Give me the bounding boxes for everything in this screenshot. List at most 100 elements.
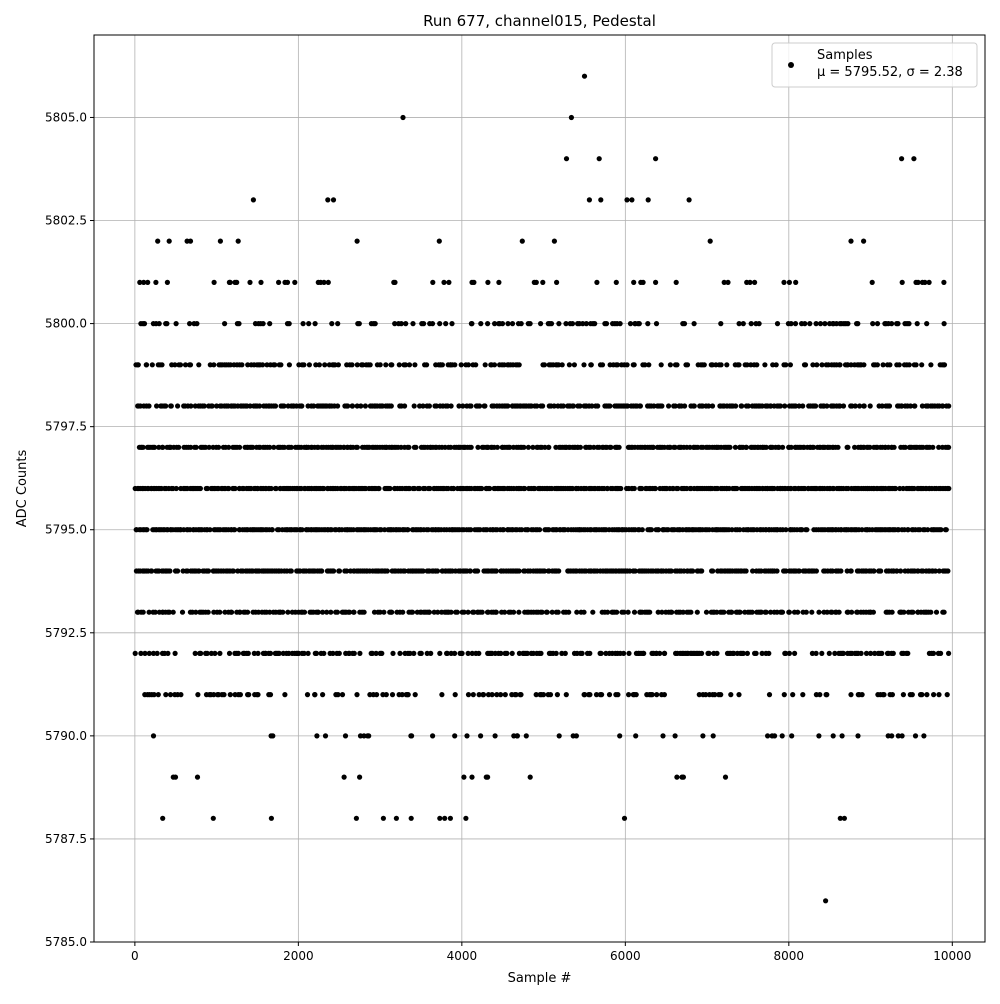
data-point	[221, 692, 227, 698]
data-point	[426, 609, 432, 615]
data-point	[217, 650, 223, 657]
data-point-outlier	[353, 815, 359, 821]
data-point	[387, 485, 393, 492]
data-point	[465, 609, 471, 615]
data-point	[361, 609, 367, 615]
data-point	[714, 650, 720, 657]
data-point	[475, 444, 481, 450]
data-point	[255, 650, 261, 657]
data-point	[212, 650, 218, 657]
data-point	[211, 362, 217, 368]
data-point	[599, 692, 605, 698]
data-point	[306, 321, 312, 327]
data-point	[226, 485, 232, 492]
data-point	[194, 774, 201, 780]
data-point	[919, 362, 925, 368]
data-point	[137, 279, 143, 285]
data-point	[437, 650, 443, 657]
data-point	[890, 650, 896, 657]
data-point	[943, 527, 949, 533]
data-point	[691, 403, 697, 409]
data-point	[699, 650, 705, 657]
data-point	[640, 279, 646, 285]
data-point	[446, 279, 452, 285]
data-point	[232, 527, 238, 533]
data-point	[194, 321, 200, 327]
data-point	[710, 568, 716, 574]
data-point	[624, 362, 630, 368]
data-point	[793, 279, 799, 285]
data-point	[880, 362, 886, 368]
data-point	[549, 609, 555, 615]
data-point	[197, 485, 203, 492]
data-point	[553, 650, 559, 657]
data-point	[593, 692, 600, 698]
data-point	[485, 692, 492, 698]
data-point	[938, 527, 944, 533]
data-point	[480, 692, 487, 698]
data-point	[247, 403, 253, 409]
data-point	[631, 279, 637, 285]
data-point	[485, 279, 491, 285]
data-point	[476, 692, 482, 698]
data-point	[227, 279, 233, 285]
data-point	[889, 321, 895, 327]
data-point	[661, 692, 668, 698]
data-point	[675, 485, 681, 492]
data-point	[322, 362, 328, 368]
data-point	[383, 692, 389, 698]
data-point	[420, 403, 426, 409]
data-point	[204, 650, 210, 657]
data-point	[349, 362, 355, 368]
data-point	[146, 403, 152, 409]
data-point	[830, 733, 836, 739]
data-point	[305, 650, 311, 657]
data-point	[645, 321, 651, 327]
data-point	[306, 362, 312, 368]
data-point	[282, 692, 288, 698]
data-point	[577, 444, 584, 450]
data-point	[436, 238, 442, 244]
data-point	[335, 692, 341, 698]
data-point	[487, 485, 493, 492]
x-tick-label: 6000	[610, 949, 641, 963]
data-point	[312, 321, 318, 327]
data-point-outlier	[400, 114, 406, 121]
data-point	[166, 238, 172, 244]
data-point	[910, 609, 916, 615]
data-point	[721, 279, 727, 285]
data-point	[783, 527, 789, 533]
data-point	[516, 609, 522, 615]
data-point	[546, 444, 552, 450]
data-point	[733, 403, 739, 409]
data-point	[750, 568, 756, 574]
data-point	[464, 733, 470, 739]
data-point	[312, 692, 318, 698]
data-point	[848, 568, 854, 574]
data-point	[491, 362, 498, 368]
y-tick-label: 5787.5	[45, 832, 87, 846]
data-point	[141, 279, 147, 285]
data-point	[493, 609, 499, 615]
data-point	[718, 692, 724, 698]
data-point	[618, 485, 624, 492]
data-point-outlier	[160, 815, 166, 821]
data-point	[155, 692, 161, 698]
data-point	[547, 692, 554, 698]
data-point	[574, 609, 580, 615]
data-point	[140, 444, 146, 450]
data-point	[281, 403, 287, 409]
data-point	[837, 403, 843, 409]
data-point	[452, 650, 458, 657]
data-point	[482, 362, 488, 368]
data-point	[288, 568, 294, 574]
data-point	[461, 609, 467, 615]
data-point	[324, 609, 330, 615]
data-point	[412, 362, 418, 368]
data-point	[435, 609, 441, 615]
data-point	[325, 279, 331, 285]
data-point	[164, 321, 170, 327]
data-point	[255, 692, 261, 698]
data-point	[467, 568, 473, 574]
